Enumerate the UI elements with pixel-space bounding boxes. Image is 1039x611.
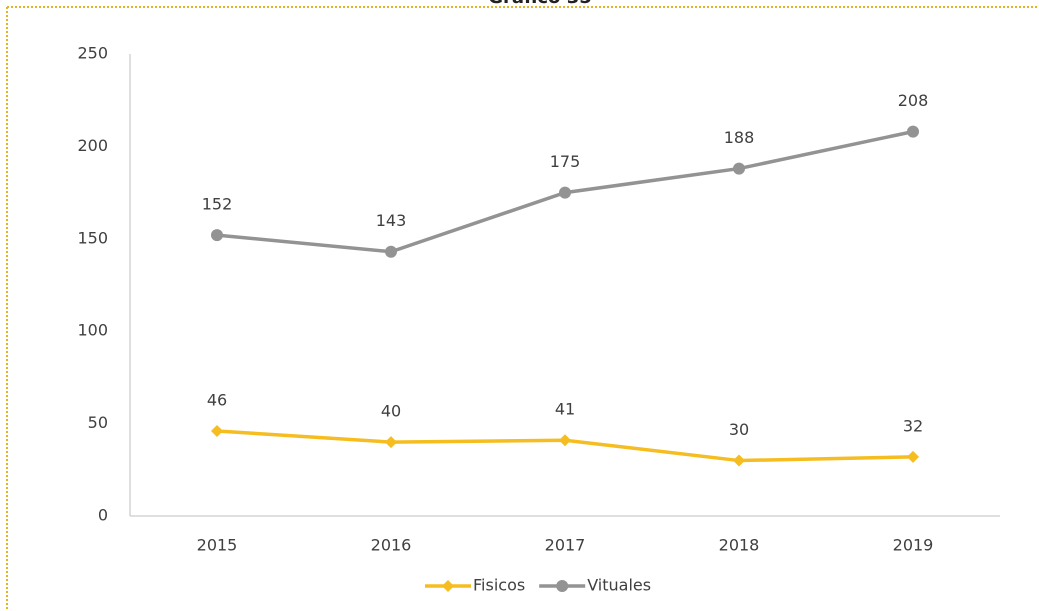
chart-title: Gráfico 35 [488, 0, 592, 8]
data-label: 188 [724, 128, 755, 147]
y-tick-label: 200 [77, 136, 108, 155]
legend-marker [556, 580, 569, 592]
data-label: 40 [381, 402, 401, 421]
x-tick-label: 2015 [197, 536, 238, 555]
y-tick-label: 0 [98, 506, 108, 525]
y-tick-label: 150 [77, 228, 108, 247]
y-tick-label: 250 [77, 44, 108, 63]
point [907, 450, 919, 463]
data-label: 143 [376, 211, 407, 230]
point [211, 424, 223, 437]
point [559, 434, 571, 447]
point [559, 186, 571, 199]
legend-label: Vituales [587, 576, 651, 595]
y-tick-label: 100 [77, 321, 108, 340]
data-label: 152 [202, 195, 233, 214]
data-label: 30 [729, 420, 749, 439]
point [211, 229, 223, 242]
x-tick-label: 2017 [545, 536, 586, 555]
point [733, 454, 745, 467]
data-label: 32 [903, 416, 923, 435]
data-label: 41 [555, 400, 575, 419]
x-tick-label: 2019 [893, 536, 934, 555]
data-label: 208 [898, 91, 929, 110]
data-label: 175 [550, 152, 581, 171]
y-tick-label: 50 [88, 413, 108, 432]
point [907, 125, 919, 138]
point [385, 245, 397, 258]
x-tick-label: 2016 [371, 536, 412, 555]
x-tick-label: 2018 [719, 536, 760, 555]
legend-label: Fisicos [473, 576, 525, 595]
point [733, 162, 745, 175]
point [385, 436, 397, 449]
data-label: 46 [207, 390, 227, 409]
legend-marker [442, 580, 454, 592]
